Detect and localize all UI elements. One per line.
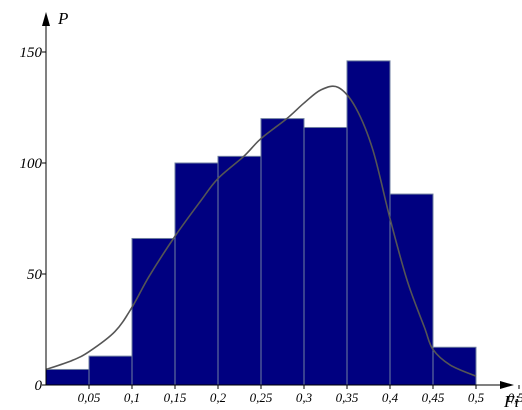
x-tick-label: 0,25 xyxy=(250,390,273,405)
density-curve xyxy=(45,85,477,377)
histogram-bar xyxy=(174,162,219,386)
histogram-bar xyxy=(88,355,133,386)
y-tick-label: 100 xyxy=(20,156,43,172)
histogram-bar xyxy=(260,118,305,386)
histogram-bar xyxy=(432,346,477,386)
histogram-bar xyxy=(303,126,348,386)
x-tick-label: 0,35 xyxy=(336,390,359,405)
x-tick-label: 0,45 xyxy=(422,390,445,405)
histogram-bar xyxy=(217,155,262,386)
histogram-bar xyxy=(389,193,434,386)
x-axis-arrow xyxy=(500,381,514,389)
histogram-bar xyxy=(45,368,90,386)
y-tick-label: 50 xyxy=(27,267,43,283)
y-axis-label: P xyxy=(57,9,68,28)
x-tick-label: 0,5 xyxy=(468,390,485,405)
x-tick-label: 0,05 xyxy=(78,390,101,405)
y-ticks: 0 50 100 150 xyxy=(20,45,46,394)
x-tick-label: 0,4 xyxy=(382,390,399,405)
x-tick-label: 0,55 xyxy=(508,390,522,405)
y-axis-arrow xyxy=(42,12,50,26)
x-tick-label: 0,2 xyxy=(210,390,227,405)
x-tick-label: 0,3 xyxy=(296,390,313,405)
x-axis-label: Fi xyxy=(503,392,519,410)
y-tick-label: 150 xyxy=(20,45,43,61)
histogram-bar xyxy=(131,237,176,386)
x-ticks: 0,050,10,150,20,250,30,350,40,450,50,550… xyxy=(78,385,522,405)
x-tick-label: 0,1 xyxy=(124,390,140,405)
histogram-bar xyxy=(346,60,391,386)
y-tick-label: 0 xyxy=(35,378,43,394)
bars-layer xyxy=(45,60,477,386)
x-tick-label: 0,15 xyxy=(164,390,187,405)
